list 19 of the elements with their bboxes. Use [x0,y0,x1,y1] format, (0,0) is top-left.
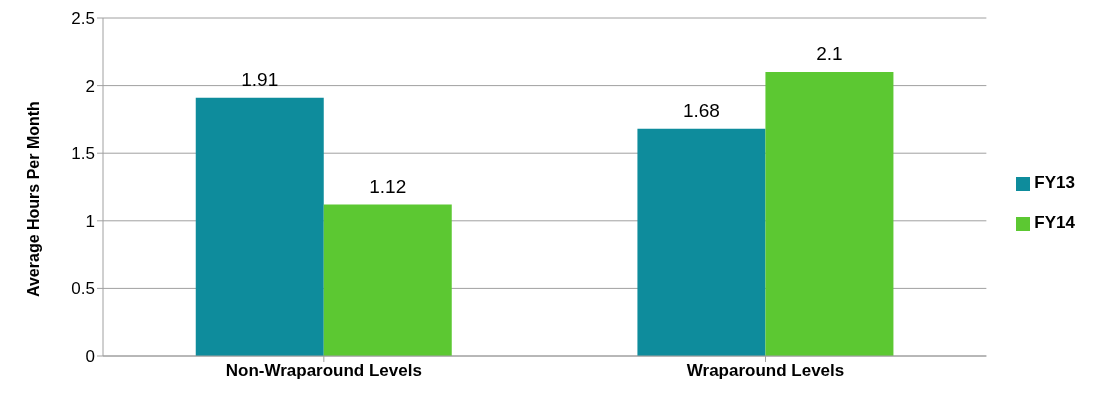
y-tick-label: 0 [85,347,95,367]
legend-label: FY13 [1034,173,1075,192]
bar [637,128,766,356]
y-tick-label: 2.5 [71,9,95,29]
bar [195,97,324,356]
bar [323,204,452,356]
y-tick-label: 2 [85,76,95,96]
data-label: 2.1 [816,43,843,65]
bar [765,72,894,356]
data-label: 1.68 [682,99,720,121]
legend-label: FY14 [1034,213,1075,232]
y-tick-label: 0.5 [71,279,95,299]
y-axis-title: Average Hours Per Month [24,101,42,297]
y-tick-label: 1.5 [71,144,95,164]
data-label: 1.12 [369,175,407,197]
x-tick-label: Wraparound Levels [686,361,845,381]
data-label: 1.91 [241,68,279,90]
x-tick-label: Non-Wraparound Levels [225,361,422,381]
y-tick-label: 1 [85,211,95,231]
